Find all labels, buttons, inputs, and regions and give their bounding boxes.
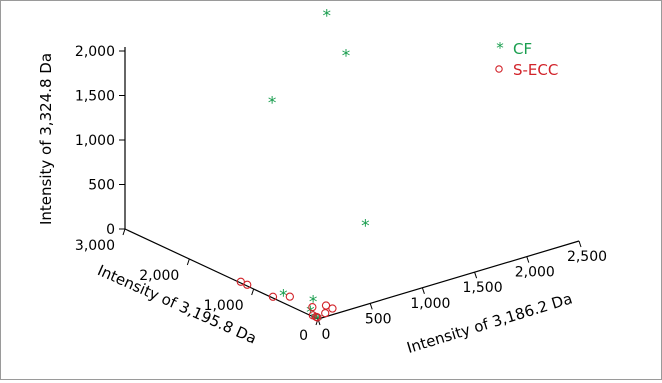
secc-point bbox=[328, 304, 337, 313]
legend: * CF S-ECC bbox=[495, 39, 558, 79]
x-tick-label: 1,000 bbox=[410, 296, 450, 312]
x-tick bbox=[421, 287, 425, 294]
x-tick bbox=[578, 240, 582, 248]
cf-point: * bbox=[361, 216, 370, 236]
secc-point bbox=[308, 302, 317, 312]
y-axis-line bbox=[124, 228, 319, 320]
cf-point: * bbox=[279, 287, 288, 307]
x-tick bbox=[369, 303, 373, 310]
z-tick-label: 500 bbox=[88, 178, 115, 194]
cf-point: * bbox=[311, 309, 320, 329]
legend-marker-cf: * bbox=[496, 39, 504, 57]
y-tick-label: 0 bbox=[299, 328, 308, 344]
secc-point bbox=[268, 292, 278, 301]
x-tick-label: 2,000 bbox=[515, 265, 555, 281]
points-layer: ******* ** bbox=[236, 6, 370, 331]
axes-layer bbox=[124, 47, 580, 320]
ticks-layer: 05001,0001,5002,00001,0002,0003,00005001… bbox=[75, 44, 607, 344]
cf-point: * bbox=[342, 46, 351, 66]
secc-point bbox=[285, 292, 294, 301]
y-tick bbox=[186, 258, 190, 266]
x-tick bbox=[526, 256, 530, 263]
secc-point bbox=[243, 280, 252, 289]
y-tick bbox=[122, 228, 126, 236]
z-tick-label: 0 bbox=[106, 222, 115, 238]
x-tick bbox=[474, 272, 478, 279]
y-tick bbox=[251, 288, 255, 296]
legend-item-cf: * CF bbox=[496, 39, 532, 58]
x-tick-label: 500 bbox=[365, 311, 392, 327]
secc-point bbox=[311, 312, 321, 322]
y-tick-label: 3,000 bbox=[75, 238, 115, 254]
z-tick-label: 1,000 bbox=[75, 133, 115, 149]
legend-label-secc: S-ECC bbox=[513, 61, 558, 79]
x-tick-label: 2,500 bbox=[567, 249, 607, 265]
x-tick-label: 1,500 bbox=[463, 280, 503, 296]
cf-point: * bbox=[322, 6, 331, 26]
cf-point: * bbox=[309, 293, 318, 313]
z-tick-label: 2,000 bbox=[75, 44, 115, 60]
x-axis-line bbox=[317, 240, 580, 320]
legend-marker-secc bbox=[495, 65, 503, 73]
z-axis-title: Intensity of 3,324.8 Da bbox=[37, 53, 55, 225]
legend-label-cf: CF bbox=[513, 40, 532, 58]
x-tick-label: 0 bbox=[322, 327, 331, 343]
y-tick-label: 2,000 bbox=[139, 268, 179, 284]
secc-point bbox=[321, 308, 330, 318]
legend-item-secc: S-ECC bbox=[495, 61, 558, 79]
cf-point: * bbox=[268, 93, 277, 113]
z-tick-label: 1,500 bbox=[75, 89, 115, 105]
y-tick-label: 1,000 bbox=[204, 298, 244, 314]
